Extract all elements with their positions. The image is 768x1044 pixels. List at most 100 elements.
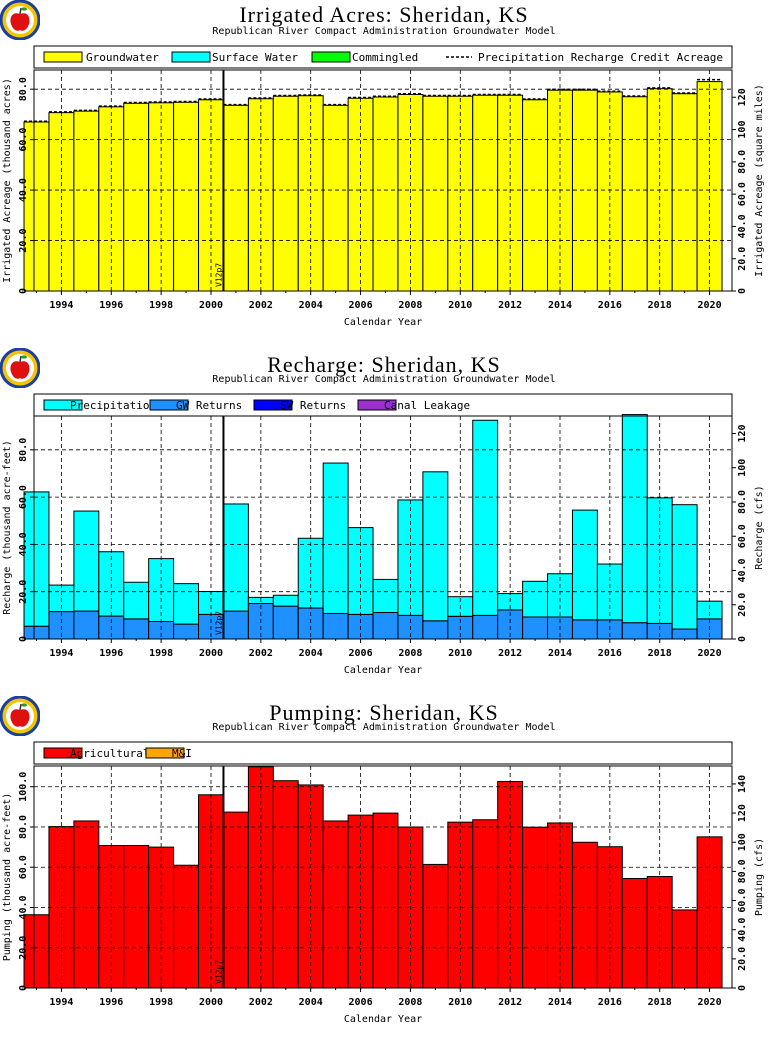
x-tick-label: 2012	[498, 997, 522, 1008]
x-tick-label: 1994	[49, 997, 73, 1008]
x-axis-title: Calendar Year	[344, 1014, 422, 1025]
x-tick-label: 2002	[249, 300, 273, 311]
x-tick-label: 2014	[548, 300, 572, 311]
bar-precipitation	[322, 462, 349, 614]
bar-gw-returns	[671, 628, 698, 640]
bar-agricultural	[73, 820, 100, 989]
y-tick-label: 80.0	[18, 438, 29, 462]
x-tick-label: 2006	[349, 300, 373, 311]
bar-gw-returns	[621, 622, 648, 640]
y2-tick-label: 140	[737, 775, 748, 793]
bar-groundwater	[422, 95, 449, 292]
legend-swatch	[253, 399, 293, 411]
x-tick-label: 1998	[149, 300, 173, 311]
bar-agricultural	[447, 821, 474, 989]
bar-groundwater	[696, 81, 723, 292]
x-tick-label: 2018	[648, 300, 672, 311]
bar-agricultural	[372, 812, 399, 989]
x-tick-label: 2018	[648, 997, 672, 1008]
panel-subtitle: Republican River Compact Administration …	[212, 722, 556, 733]
bar-agricultural	[422, 863, 449, 989]
bar-gw-returns	[73, 610, 100, 640]
y2-tick-label: 0	[737, 288, 748, 294]
bar-precipitation	[646, 497, 673, 624]
y2-tick-label: 120	[737, 804, 748, 822]
y-tick-label: 0	[18, 985, 29, 991]
plot-frame	[33, 69, 733, 292]
bar-gw-returns	[522, 616, 549, 640]
panel-title: Recharge: Sheridan, KS	[267, 352, 501, 377]
bar-precipitation	[73, 510, 100, 612]
plot-frame	[33, 765, 733, 989]
y-tick-label: 60.0	[18, 128, 29, 152]
bar-groundwater	[522, 99, 549, 292]
legend-swatch	[43, 747, 83, 759]
y2-tick-label: 20.0	[737, 247, 748, 271]
legend-label: SW Returns	[280, 399, 346, 412]
legend-label: Commingled	[352, 51, 418, 64]
x-tick-label: 2004	[299, 648, 323, 659]
bar-precipitation	[671, 504, 698, 630]
bar-precipitation	[696, 600, 723, 620]
bar-groundwater	[73, 110, 100, 292]
x-axis-title: Calendar Year	[344, 317, 422, 328]
bar-groundwater	[123, 102, 150, 292]
legend-label: Precipitation Recharge Credit Acreage	[478, 51, 723, 64]
bar-precipitation	[148, 558, 175, 623]
bar-precipitation	[472, 419, 499, 616]
x-tick-label: 2012	[498, 648, 522, 659]
bar-gw-returns	[422, 620, 449, 640]
x-tick-label: 2004	[299, 300, 323, 311]
x-tick-label: 2002	[249, 648, 273, 659]
x-tick-label: 2006	[349, 648, 373, 659]
x-tick-label: 2014	[548, 648, 572, 659]
legend-swatch	[145, 747, 185, 759]
bar-agricultural	[671, 909, 698, 989]
x-tick-label: 2010	[448, 648, 472, 659]
bar-groundwater	[173, 101, 200, 292]
x-tick-label: 2018	[648, 648, 672, 659]
bar-agricultural	[247, 766, 274, 989]
panel-title: Irrigated Acres: Sheridan, KS	[239, 2, 529, 27]
legend-label: Canal Leakage	[384, 399, 470, 412]
chart-svg: Agricultural M&I 1994 1996 1998 2000 2002 2004 2…	[2, 741, 765, 1025]
legend-label: M&I	[172, 747, 192, 760]
legend-swatch	[43, 399, 83, 411]
bar-groundwater	[472, 94, 499, 292]
x-tick-label: 2004	[299, 997, 323, 1008]
bar-precipitation	[123, 581, 150, 620]
y-tick-label: 40.0	[18, 532, 29, 556]
y-tick-label: 20.0	[18, 580, 29, 604]
y-axis-title: Recharge (thousand acre-feet)	[2, 440, 13, 615]
x-tick-label: 1998	[149, 648, 173, 659]
bar-agricultural	[222, 811, 249, 989]
x-tick-label: 2008	[398, 300, 422, 311]
legend-swatch	[171, 51, 211, 63]
panel-subtitle: Republican River Compact Administration …	[212, 374, 556, 385]
y2-axis-title: Irrigated Acreage (square miles)	[754, 84, 765, 277]
bar-agricultural	[173, 864, 200, 989]
bar-precipitation	[272, 594, 299, 607]
y2-tick-label: 40.0	[737, 214, 748, 238]
bar-agricultural	[148, 846, 175, 989]
bar-gw-returns	[322, 612, 349, 640]
legend-box	[33, 741, 733, 765]
apple-logo-icon	[0, 696, 40, 736]
chart-svg: Precipitation GW Returns SW Returns Canal L…	[2, 393, 765, 676]
panel-title: Pumping: Sheridan, KS	[269, 700, 499, 725]
x-tick-label: 2000	[199, 648, 223, 659]
x-tick-label: 1996	[99, 648, 123, 659]
y-tick-label: 40.0	[18, 178, 29, 202]
bar-gw-returns	[372, 612, 399, 640]
y-tick-label: 20.0	[18, 228, 29, 252]
bar-agricultural	[571, 841, 598, 989]
bar-agricultural	[272, 780, 299, 989]
y-tick-label: 80.0	[18, 77, 29, 101]
bar-groundwater	[322, 104, 349, 292]
legend-label: Surface Water	[212, 51, 298, 64]
y2-tick-label: 120	[737, 424, 748, 442]
panel-subtitle: Republican River Compact Administration …	[212, 26, 556, 37]
x-tick-label: 2020	[698, 300, 722, 311]
bar-precipitation	[522, 580, 549, 618]
irrigated-acres-panel: Irrigated Acres: Sheridan, KS Republican…	[0, 0, 768, 348]
